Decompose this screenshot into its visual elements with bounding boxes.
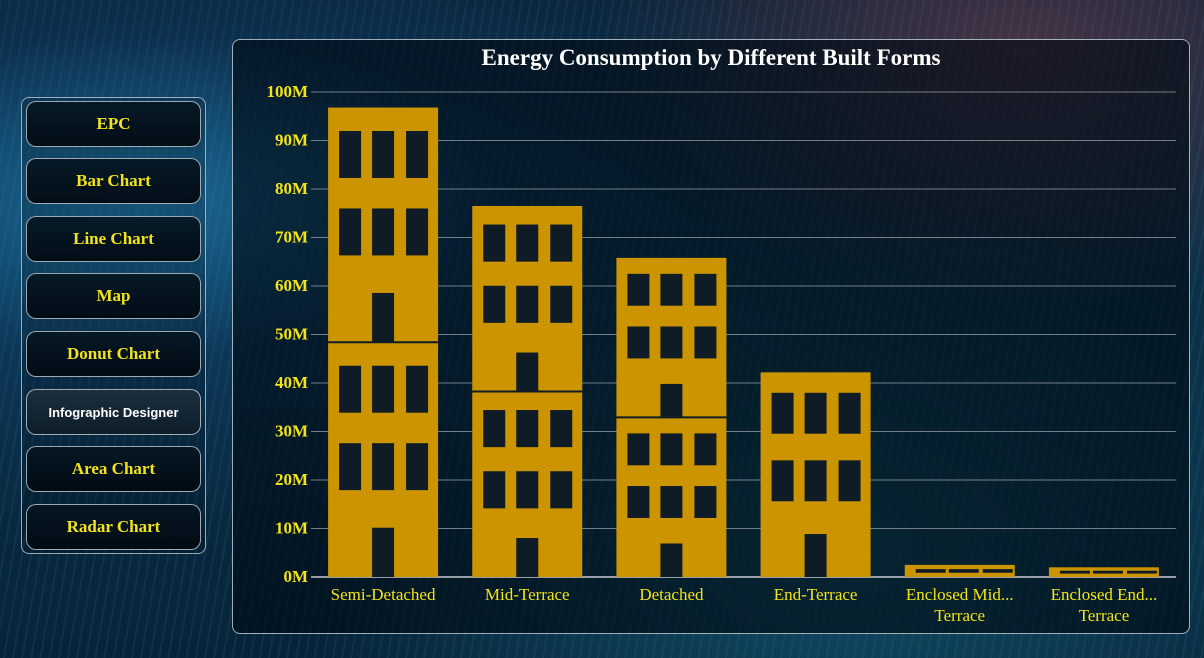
bar-window — [339, 443, 362, 491]
nav-button-radar-chart[interactable]: Radar Chart — [26, 504, 201, 550]
bar-window — [406, 365, 429, 413]
chart-title: Energy Consumption by Different Built Fo… — [481, 45, 941, 70]
x-tick-label: Semi-Detached — [331, 585, 436, 604]
bar-window — [694, 326, 717, 359]
bar-window — [1126, 570, 1157, 574]
bar-window — [804, 460, 827, 502]
nav-button-donut-chart[interactable]: Donut Chart — [26, 331, 201, 377]
y-tick-label: 20M — [275, 470, 308, 489]
bar-window — [516, 285, 539, 323]
y-tick-label: 30M — [275, 422, 308, 441]
bar-door — [516, 352, 539, 392]
y-tick-label: 10M — [275, 519, 308, 538]
bar-window — [406, 443, 429, 491]
bar-window — [838, 460, 861, 502]
bar-door — [660, 383, 683, 418]
nav-button-line-chart[interactable]: Line Chart — [26, 216, 201, 262]
x-tick-label: Enclosed End... — [1051, 585, 1158, 604]
nav-button-infographic-designer[interactable]: Infographic Designer — [26, 389, 201, 435]
bar-window — [339, 208, 362, 256]
x-tick-label: Terrace — [1079, 606, 1130, 625]
bar-window — [516, 471, 539, 509]
nav-button-bar-chart[interactable]: Bar Chart — [26, 158, 201, 204]
bar-window — [1092, 570, 1123, 574]
bar-window — [372, 130, 395, 178]
nav-button-area-chart[interactable]: Area Chart — [26, 446, 201, 492]
bar-window — [660, 326, 683, 359]
y-tick-label: 0M — [283, 567, 308, 586]
bar-door — [660, 543, 683, 577]
x-tick-label: End-Terrace — [774, 585, 858, 604]
chart-panel: Energy Consumption by Different Built Fo… — [232, 39, 1190, 634]
bar-window — [516, 224, 539, 262]
bar-window — [550, 224, 573, 262]
bar-window — [339, 365, 362, 413]
bar-window — [915, 569, 946, 573]
bar-window — [627, 433, 650, 466]
bar-window — [982, 569, 1013, 573]
x-tick-label: Detached — [639, 585, 704, 604]
bar-window — [627, 326, 650, 359]
y-tick-label: 50M — [275, 325, 308, 344]
bar-window — [804, 392, 827, 434]
y-tick-label: 80M — [275, 179, 308, 198]
bar-window — [483, 410, 506, 448]
bar-door — [372, 527, 395, 577]
nav-button-epc[interactable]: EPC — [26, 101, 201, 147]
bar-window — [339, 130, 362, 178]
x-tick-label: Mid-Terrace — [485, 585, 570, 604]
bar-window — [838, 392, 861, 434]
bar-window — [406, 130, 429, 178]
infographic-bar-chart: 0M 10M 20M 30M 40M 50M 60M 70M 80M 90M 100M Semi-De… — [266, 82, 1176, 625]
bar-window — [550, 410, 573, 448]
bar-window — [483, 224, 506, 262]
bar-window — [771, 460, 794, 502]
y-tick-label: 70M — [275, 228, 308, 247]
x-tick-label: Enclosed Mid... — [906, 585, 1014, 604]
bar-window — [516, 410, 539, 448]
bar-window — [660, 433, 683, 466]
y-tick-label: 60M — [275, 276, 308, 295]
bar-window — [694, 433, 717, 466]
bar-door — [804, 534, 827, 577]
bar-window — [627, 486, 650, 518]
bar-window — [483, 285, 506, 323]
bar-window — [372, 208, 395, 256]
x-tick-label: Terrace — [934, 606, 985, 625]
bar-window — [694, 273, 717, 306]
bar-window — [406, 208, 429, 256]
bar-door — [372, 292, 395, 343]
bar-window — [660, 273, 683, 306]
bar-window — [1059, 570, 1090, 574]
y-tick-label: 40M — [275, 373, 308, 392]
bar-window — [627, 273, 650, 306]
bar-window — [372, 443, 395, 491]
y-tick-label: 90M — [275, 131, 308, 150]
bar-door — [516, 538, 539, 577]
bar-window — [948, 569, 979, 573]
nav-button-map[interactable]: Map — [26, 273, 201, 319]
bar-window — [550, 285, 573, 323]
chart-nav-sidebar: EPC Bar Chart Line Chart Map Donut Chart… — [21, 97, 206, 554]
bar-window — [660, 486, 683, 518]
bar-window — [771, 392, 794, 434]
bar-window — [550, 471, 573, 509]
bar-window — [694, 486, 717, 518]
bar-window — [372, 365, 395, 413]
bar-window — [483, 471, 506, 509]
y-tick-label: 100M — [266, 82, 308, 101]
